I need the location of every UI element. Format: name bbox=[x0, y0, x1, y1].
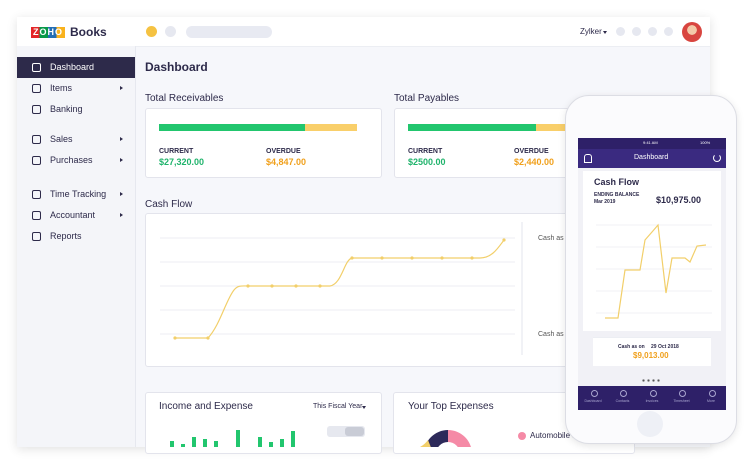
dropdown-caret bbox=[362, 406, 366, 409]
home-button[interactable] bbox=[637, 411, 663, 437]
phone-card-title: Cash Flow bbox=[594, 177, 640, 187]
receivables-card bbox=[145, 108, 382, 178]
phone-status-bar bbox=[578, 138, 726, 149]
nav-icon bbox=[32, 190, 41, 199]
nav-icon bbox=[32, 105, 41, 114]
top-icon[interactable] bbox=[632, 27, 641, 36]
tab-label[interactable]: Timesheet bbox=[673, 399, 690, 403]
overdue-amount: $2,440.00 bbox=[514, 157, 555, 167]
search-bar[interactable] bbox=[186, 26, 272, 38]
nav-item[interactable]: Banking bbox=[50, 104, 83, 114]
current-amount: $2500.00 bbox=[408, 157, 446, 167]
nav-icon bbox=[32, 63, 41, 72]
overdue-bar bbox=[305, 124, 357, 131]
logo-books: Books bbox=[70, 25, 107, 39]
tab-icon bbox=[620, 390, 627, 397]
nav-icon bbox=[32, 84, 41, 93]
status-dot bbox=[146, 26, 157, 37]
tab-icon bbox=[649, 390, 657, 397]
top-icon[interactable] bbox=[616, 27, 625, 36]
current-bar bbox=[408, 124, 536, 131]
overdue-label: OVERDUE bbox=[514, 148, 549, 155]
grid bbox=[160, 222, 523, 355]
card-title: Your Top Expenses bbox=[408, 401, 494, 412]
overdue-label: OVERDUE bbox=[266, 148, 301, 155]
top-icon[interactable] bbox=[648, 27, 657, 36]
status-dot bbox=[165, 26, 176, 37]
ending-date: Mar 2019 bbox=[594, 199, 616, 205]
phone-header-title: Dashboard bbox=[634, 154, 669, 161]
current-label: CURRENT bbox=[159, 148, 194, 155]
expense-legend: Automobile E bbox=[530, 431, 578, 440]
toggle-knob bbox=[345, 427, 364, 436]
nav-item[interactable]: Purchases bbox=[50, 155, 93, 165]
nav-arrow bbox=[120, 213, 123, 217]
current-label: CURRENT bbox=[408, 148, 443, 155]
nav-item[interactable]: Dashboard bbox=[50, 62, 95, 72]
nav-arrow bbox=[120, 192, 123, 196]
cash-label: Cash as o bbox=[538, 331, 570, 338]
phone-time: 9:41 AM bbox=[643, 140, 658, 145]
tab-label[interactable]: Invoices bbox=[645, 399, 659, 403]
tab-label[interactable]: More bbox=[707, 399, 715, 403]
page-title: Dashboard bbox=[145, 60, 208, 74]
phone-card bbox=[583, 171, 721, 331]
nav-item[interactable]: Accountant bbox=[50, 210, 96, 220]
refresh-icon[interactable] bbox=[713, 154, 721, 162]
nav-item[interactable]: Items bbox=[50, 83, 73, 93]
period-dropdown[interactable]: This Fiscal Year bbox=[313, 403, 363, 410]
logo-zoho: ZOHO bbox=[31, 27, 65, 38]
cash-on-value: $9,013.00 bbox=[633, 351, 669, 360]
nav-item[interactable]: Time Tracking bbox=[50, 189, 107, 199]
bell-icon[interactable] bbox=[584, 154, 592, 163]
top-bar bbox=[17, 17, 710, 47]
ending-label: ENDING BALANCE bbox=[594, 192, 640, 198]
phone-card bbox=[593, 337, 711, 366]
phone-header bbox=[578, 149, 726, 168]
page-dots bbox=[641, 379, 661, 382]
cash-flow-points bbox=[173, 238, 506, 340]
nav-icon bbox=[32, 156, 41, 165]
nav-arrow bbox=[120, 158, 123, 162]
avatar[interactable] bbox=[682, 22, 702, 42]
card-title: Cash Flow bbox=[145, 199, 193, 210]
cash-label: Cash as o bbox=[538, 235, 570, 242]
nav-item[interactable]: Reports bbox=[50, 231, 82, 241]
cash-flow-line bbox=[175, 239, 505, 339]
phone-battery: 100% bbox=[700, 140, 711, 145]
card-title: Total Payables bbox=[394, 93, 460, 104]
tab-icon bbox=[708, 390, 716, 397]
current-amount: $27,320.00 bbox=[159, 157, 205, 167]
org-name[interactable]: Zylker bbox=[580, 27, 602, 36]
expenses-donut bbox=[420, 430, 526, 447]
current-bar bbox=[159, 124, 305, 131]
overdue-amount: $4,847.00 bbox=[266, 157, 307, 167]
nav-icon bbox=[32, 232, 41, 241]
tab-icon bbox=[679, 390, 686, 397]
tab-label[interactable]: Contacts bbox=[615, 399, 630, 403]
top-icon[interactable] bbox=[664, 27, 673, 36]
nav-icon bbox=[32, 135, 41, 144]
active-item bbox=[17, 57, 135, 78]
tab-label[interactable]: Dashboard bbox=[584, 399, 602, 403]
nav-arrow bbox=[120, 137, 123, 141]
nav-icon bbox=[32, 211, 41, 220]
dropdown-caret bbox=[603, 31, 607, 34]
card-title: Income and Expense bbox=[159, 401, 253, 412]
card-title: Total Receivables bbox=[145, 93, 224, 104]
cash-on-label: Cash as on bbox=[618, 344, 645, 350]
ending-value: $10,975.00 bbox=[656, 195, 702, 205]
income-card bbox=[145, 392, 382, 454]
nav-arrow bbox=[120, 86, 123, 90]
sidebar bbox=[17, 46, 136, 447]
cash-on-date: 29 Oct 2018 bbox=[651, 344, 679, 350]
nav-item[interactable]: Sales bbox=[50, 134, 73, 144]
tab-icon bbox=[590, 390, 598, 397]
